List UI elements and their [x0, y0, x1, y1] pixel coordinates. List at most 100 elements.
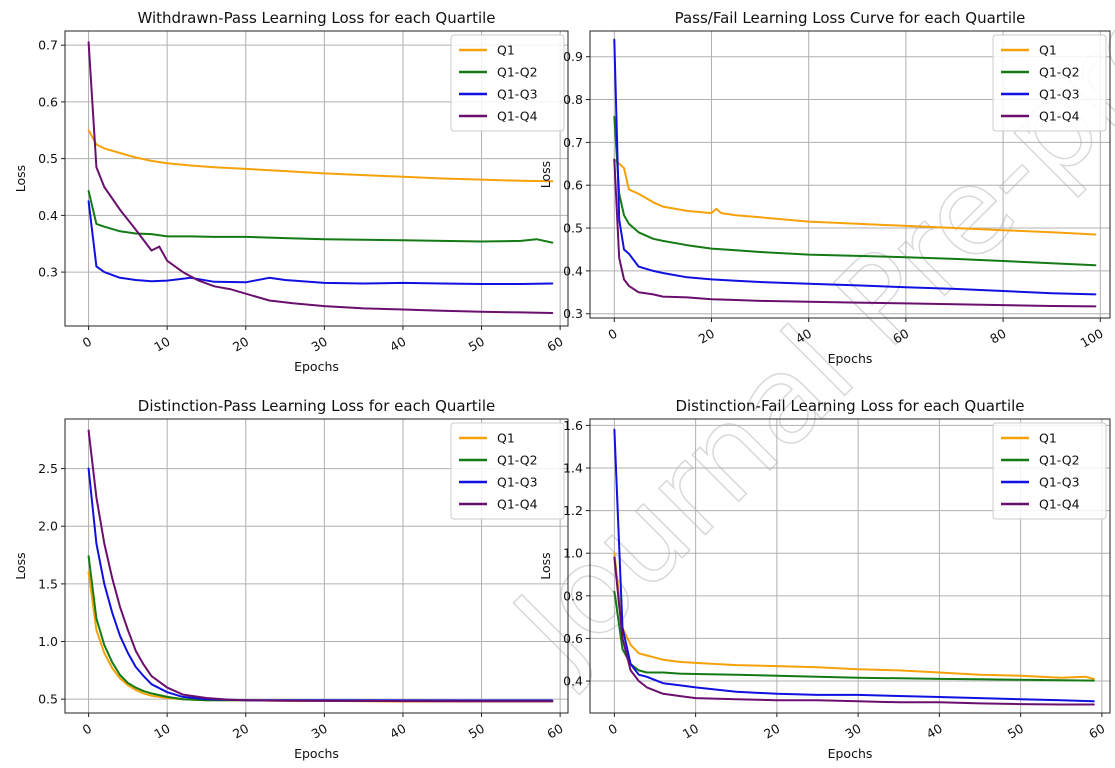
series-line-q1-q3 [87, 200, 554, 285]
x-tick-label: 60 [544, 334, 565, 355]
legend: Q1 Q1-Q2 Q1-Q3 Q1-Q4 [992, 34, 1107, 132]
legend-label: Q1-Q2 [1039, 453, 1080, 468]
y-tick-label: 0.5 [563, 221, 583, 236]
x-tick-label: 60 [890, 326, 911, 347]
y-tick-label: 0.7 [38, 38, 58, 53]
y-tick-label: 0.6 [563, 178, 583, 193]
y-axis-label: Loss [538, 161, 553, 188]
x-tick-label: 40 [924, 721, 945, 742]
x-tick-label: 40 [793, 326, 814, 347]
series-line-q1-q3 [613, 428, 1095, 703]
y-tick-label: 0.4 [563, 263, 583, 278]
x-tick-label: 20 [696, 326, 717, 347]
x-tick-label: 30 [842, 721, 863, 742]
x-tick-label: 80 [987, 326, 1008, 347]
series-line-q1-q2 [87, 190, 554, 244]
x-axis-label: Epochs [294, 746, 339, 761]
legend-label: Q1 [1039, 431, 1057, 446]
legend-label: Q1-Q3 [497, 87, 538, 102]
legend-frame [992, 422, 1107, 520]
y-tick-label: 1.0 [38, 634, 58, 649]
chart-title: Distinction-Pass Learning Loss for each … [138, 397, 495, 415]
series-line-q1-q4 [613, 158, 1097, 308]
x-tick-label: 60 [544, 721, 565, 742]
chart-title: Distinction-Fail Learning Loss for each … [675, 397, 1024, 415]
series-line-q1-q2 [613, 115, 1097, 267]
chart-panel-4: Distinction-Fail Learning Loss for each … [538, 397, 1111, 761]
legend-label: Q1-Q3 [497, 475, 538, 490]
plot-frame [64, 30, 569, 327]
chart-panel-2: Pass/Fail Learning Loss Curve for each Q… [538, 9, 1111, 366]
legend-label: Q1-Q4 [1039, 497, 1080, 512]
x-tick-label: 0 [605, 326, 619, 343]
legend-label: Q1-Q3 [1039, 87, 1080, 102]
x-tick-label: 50 [1005, 721, 1026, 742]
x-axis-label: Epochs [294, 359, 339, 374]
y-tick-label: 0.9 [563, 49, 583, 64]
y-tick-label: 0.6 [563, 631, 583, 646]
legend-label: Q1-Q3 [1039, 475, 1080, 490]
x-tick-label: 0 [605, 721, 619, 738]
legend-label: Q1-Q2 [497, 65, 538, 80]
series-line-q1-q2 [613, 590, 1095, 682]
x-tick-label: 20 [230, 334, 251, 355]
y-tick-label: 2.0 [38, 519, 58, 534]
y-axis-label: Loss [538, 552, 553, 579]
y-tick-label: 1.5 [38, 576, 58, 591]
y-tick-label: 0.8 [563, 588, 583, 603]
x-tick-label: 50 [466, 721, 487, 742]
legend: Q1 Q1-Q2 Q1-Q3 Q1-Q4 [450, 422, 565, 520]
legend-frame [992, 34, 1107, 132]
x-tick-label: 10 [151, 334, 172, 355]
x-axis-label: Epochs [828, 351, 873, 366]
legend-label: Q1 [497, 431, 515, 446]
x-tick-label: 0 [80, 334, 94, 351]
y-tick-label: 0.3 [563, 306, 583, 321]
x-tick-label: 100 [1078, 326, 1106, 351]
legend: Q1 Q1-Q2 Q1-Q3 Q1-Q4 [992, 422, 1107, 520]
series-line-q1-q3 [613, 38, 1097, 296]
x-tick-label: 0 [80, 721, 94, 738]
y-tick-label: 1.2 [563, 503, 583, 518]
chart-panel-3: Distinction-Pass Learning Loss for each … [13, 397, 569, 761]
legend-label: Q1-Q4 [497, 497, 538, 512]
legend-label: Q1 [1039, 43, 1057, 58]
chart-title: Pass/Fail Learning Loss Curve for each Q… [675, 9, 1026, 27]
x-tick-label: 10 [680, 721, 701, 742]
y-tick-label: 0.4 [563, 674, 583, 689]
series-line-q1 [87, 129, 554, 183]
series-line-q1 [613, 552, 1095, 680]
legend-label: Q1-Q4 [1039, 109, 1080, 124]
x-tick-label: 10 [151, 721, 172, 742]
legend-label: Q1-Q2 [497, 453, 538, 468]
y-tick-label: 1.6 [563, 418, 583, 433]
legend-frame [450, 34, 565, 132]
x-tick-label: 50 [466, 334, 487, 355]
series-line-q1-q4 [87, 41, 554, 314]
series-line-q1-q4 [87, 429, 554, 703]
x-tick-label: 30 [309, 721, 330, 742]
x-tick-label: 20 [761, 721, 782, 742]
y-tick-label: 0.4 [38, 208, 58, 223]
legend-label: Q1 [497, 43, 515, 58]
series-line-q1-q4 [613, 556, 1095, 706]
legend-frame [450, 422, 565, 520]
x-tick-label: 20 [230, 721, 251, 742]
y-tick-label: 1.4 [563, 461, 583, 476]
y-tick-label: 0.8 [563, 92, 583, 107]
x-tick-label: 60 [1086, 721, 1107, 742]
y-tick-label: 0.3 [38, 265, 58, 280]
x-tick-label: 40 [387, 334, 408, 355]
y-tick-label: 1.0 [563, 546, 583, 561]
y-tick-label: 0.7 [563, 135, 583, 150]
x-axis-label: Epochs [828, 746, 873, 761]
plot-frame [589, 418, 1111, 714]
legend-label: Q1-Q2 [1039, 65, 1080, 80]
y-axis-label: Loss [13, 552, 28, 579]
chart-panel-1: Withdrawn-Pass Learning Loss for each Qu… [13, 9, 569, 374]
y-tick-label: 0.6 [38, 94, 58, 109]
series-line-q1-q2 [87, 555, 554, 703]
chart-panels: Withdrawn-Pass Learning Loss for each Qu… [13, 9, 1111, 761]
y-tick-label: 0.5 [38, 692, 58, 707]
